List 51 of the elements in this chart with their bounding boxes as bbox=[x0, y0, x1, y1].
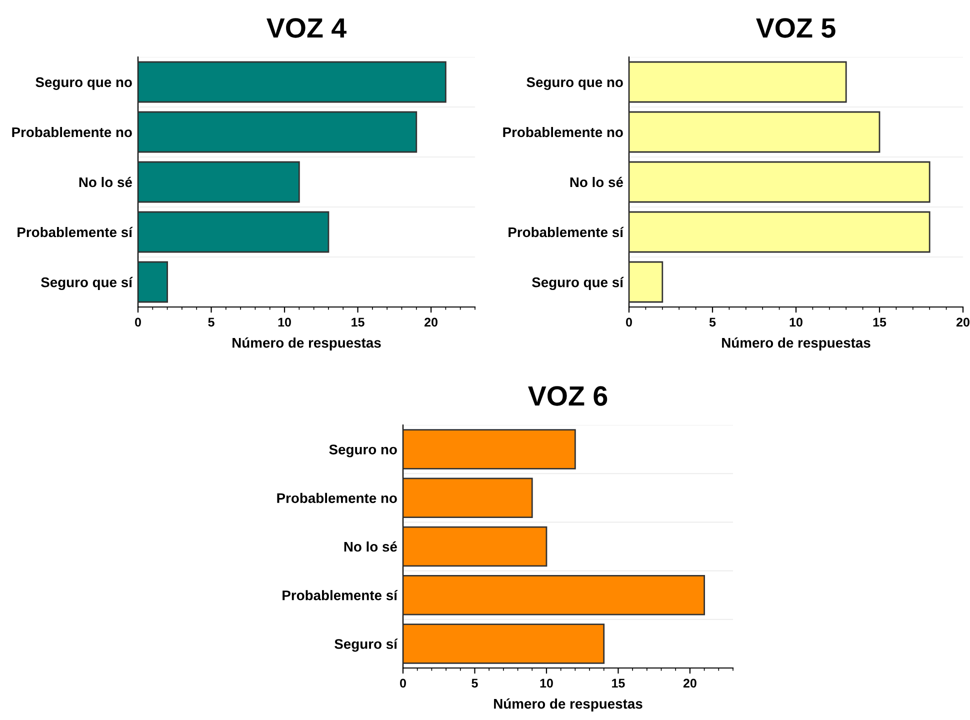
x-tick-label: 15 bbox=[873, 318, 886, 327]
y-tick-label: No lo sé bbox=[570, 176, 623, 188]
x-tick-label: 20 bbox=[424, 318, 438, 327]
bar bbox=[629, 161, 930, 203]
y-tick-label: Seguro sí bbox=[334, 638, 398, 652]
bar bbox=[629, 61, 847, 103]
x-tick-label: 10 bbox=[540, 678, 553, 688]
y-tick-label: Seguro que no bbox=[526, 77, 623, 90]
y-tick-label: Seguro que sí bbox=[41, 276, 133, 290]
chart-title: VOZ 6 bbox=[528, 386, 608, 406]
bar bbox=[403, 624, 605, 664]
y-tick-label: Probablemente no bbox=[503, 126, 623, 138]
bar bbox=[138, 111, 418, 153]
y-tick-label: Probablemente no bbox=[277, 492, 397, 504]
chart-title: VOZ 5 bbox=[756, 18, 836, 38]
bar bbox=[403, 429, 576, 470]
x-axis-title: Número de respuestas bbox=[722, 337, 870, 350]
y-tick-label: Probablemente no bbox=[12, 126, 132, 138]
x-tick-label: 10 bbox=[278, 318, 291, 327]
bar bbox=[138, 161, 300, 203]
bar bbox=[629, 111, 880, 153]
bar bbox=[629, 261, 664, 303]
x-tick-label: 5 bbox=[709, 318, 716, 327]
bar bbox=[629, 211, 930, 253]
x-tick-label: 20 bbox=[683, 678, 696, 688]
y-tick-label: Seguro no bbox=[329, 444, 397, 458]
bar bbox=[138, 261, 168, 303]
x-tick-label: 0 bbox=[626, 318, 632, 327]
chart-title: VOZ 4 bbox=[266, 18, 346, 38]
bar bbox=[138, 211, 330, 253]
bar bbox=[403, 478, 533, 518]
x-tick-label: 15 bbox=[352, 318, 364, 327]
x-tick-label: 10 bbox=[790, 318, 802, 327]
bar bbox=[403, 574, 705, 616]
y-tick-label: Probablemente sí bbox=[18, 226, 133, 238]
y-tick-label: No lo sé bbox=[79, 176, 132, 188]
x-tick-label: 0 bbox=[400, 678, 406, 688]
x-tick-label: 20 bbox=[956, 318, 970, 327]
x-tick-label: 15 bbox=[612, 678, 625, 688]
x-tick-label: 5 bbox=[472, 678, 478, 688]
x-axis-title: Número de respuestas bbox=[232, 337, 381, 350]
x-axis-title: Número de respuestas bbox=[494, 698, 642, 712]
y-tick-label: Probablemente sí bbox=[508, 226, 624, 238]
bar bbox=[403, 526, 548, 567]
y-tick-label: Seguro que sí bbox=[532, 276, 624, 290]
y-tick-label: No lo sé bbox=[344, 541, 397, 552]
y-tick-label: Probablemente sí bbox=[282, 590, 398, 600]
y-tick-label: Seguro que no bbox=[36, 77, 132, 90]
bar bbox=[138, 61, 446, 103]
x-tick-label: 0 bbox=[135, 318, 141, 327]
x-tick-label: 5 bbox=[208, 318, 214, 327]
